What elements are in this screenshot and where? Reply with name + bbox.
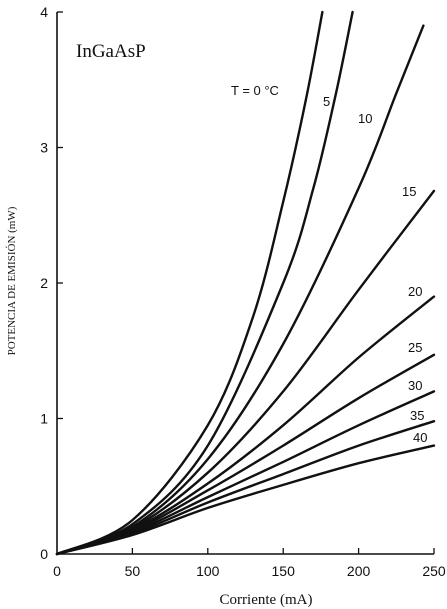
- curve-label: 20: [408, 284, 422, 299]
- y-tick-label: 0: [40, 546, 48, 562]
- curve-line: [55, 444, 436, 556]
- curves: [55, 10, 436, 556]
- y-tick-label: 1: [40, 411, 48, 427]
- curve-line: [55, 10, 354, 556]
- curve-label: 15: [402, 184, 416, 199]
- curve-label: T = 0 °C: [231, 83, 279, 98]
- curve-line: [55, 390, 436, 556]
- y-tick-label: 4: [40, 4, 48, 20]
- x-tick-label: 250: [422, 563, 446, 579]
- curve-line: [55, 24, 425, 556]
- labels: T = 0 °C 5 10 15 20 25 30 35 40: [231, 83, 427, 445]
- x-tick-label: 150: [272, 563, 296, 579]
- y-axis-title: POTENCIA DE EMISIÓN (mW): [6, 206, 18, 355]
- curve-label: 30: [408, 378, 422, 393]
- curve-line: [55, 10, 324, 556]
- x-tick-label: 200: [347, 563, 371, 579]
- curve-label: 25: [408, 340, 422, 355]
- curve-label: 10: [358, 111, 372, 126]
- x-tick-label: 100: [196, 563, 220, 579]
- x-tick-label: 50: [125, 563, 141, 579]
- x-tick-label: 0: [53, 563, 61, 579]
- axes: 0 50 100 150 200 250 0 1 2 3 4: [40, 4, 446, 579]
- panel-label: InGaAsP: [76, 41, 146, 62]
- curve-label: 40: [413, 430, 427, 445]
- y-tick-label: 2: [40, 275, 48, 291]
- curve-label: 35: [410, 408, 424, 423]
- y-tick-label: 3: [40, 140, 48, 156]
- x-axis-title: Corriente (mA): [220, 592, 313, 608]
- curve-line: [55, 295, 436, 556]
- curve-label: 5: [323, 94, 330, 109]
